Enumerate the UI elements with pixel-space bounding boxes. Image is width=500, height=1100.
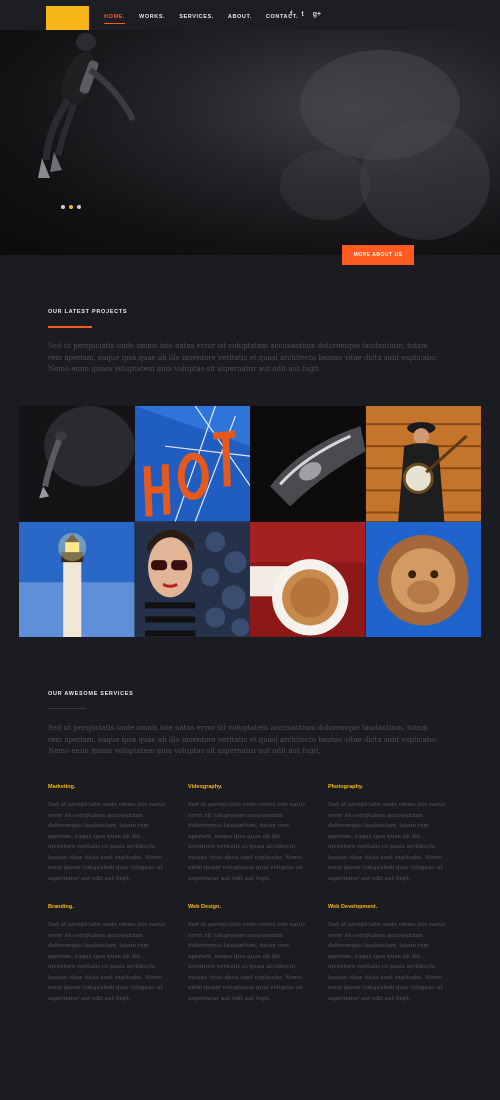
project-tile-hotel-sign[interactable] (134, 406, 250, 522)
service-videography: Videography. Sed ut perspiciatis unde om… (188, 784, 308, 884)
diver-image (38, 33, 136, 178)
google-plus-icon[interactable]: g+ (312, 11, 322, 18)
service-title[interactable]: Branding. (48, 904, 74, 910)
slider-dot[interactable] (77, 205, 81, 209)
service-text: Sed ut perspiciatis unde omnis iste natu… (328, 802, 446, 882)
more-about-us-button[interactable]: MORE ABOUT US (342, 245, 414, 265)
service-title[interactable]: Web Design. (188, 904, 221, 910)
project-tile-coffee[interactable] (250, 521, 366, 637)
project-tile-lion-statue[interactable] (365, 521, 481, 637)
nav-home[interactable]: HOME. (104, 14, 126, 24)
service-text: Sed ut perspiciatis unde omnis iste natu… (48, 922, 166, 1002)
service-title[interactable]: Videography. (188, 784, 223, 790)
projects-intro: Sed ut perspiciatis unde omnis iste natu… (48, 342, 438, 373)
service-photography: Photography. Sed ut perspiciatis unde om… (328, 784, 448, 884)
slider-dots (61, 205, 81, 209)
service-web-design: Web Design. Sed ut perspiciatis unde omn… (188, 904, 308, 1004)
project-tile-lighthouse[interactable] (19, 521, 135, 637)
service-title[interactable]: Marketing. (48, 784, 76, 790)
projects-title: OUR LATEST PROJECTS (48, 309, 128, 315)
project-tile-banjo-player[interactable] (365, 406, 481, 522)
project-tile-diver[interactable] (19, 406, 135, 522)
facebook-icon[interactable]: f (290, 11, 293, 18)
nav-works[interactable]: WORKS. (139, 14, 166, 20)
service-text: Sed ut perspiciatis unde omnis iste natu… (188, 802, 306, 882)
logo[interactable] (46, 6, 89, 30)
twitter-icon[interactable]: t (301, 11, 304, 18)
hero-slider (0, 30, 500, 255)
project-gallery (19, 406, 481, 637)
service-title[interactable]: Photography. (328, 784, 364, 790)
main-nav: HOME. WORKS. SERVICES. ABOUT. CONTACT. (104, 14, 299, 24)
projects-underline (48, 326, 92, 328)
service-text: Sed ut perspiciatis unde omnis iste natu… (328, 922, 446, 1002)
service-branding: Branding. Sed ut perspiciatis unde omnis… (48, 904, 168, 1004)
slider-dot[interactable] (61, 205, 65, 209)
nav-about[interactable]: ABOUT. (227, 14, 252, 20)
service-title[interactable]: Web Development. (328, 904, 378, 910)
services-title: OUR AWESOME SERVICES (48, 691, 134, 697)
project-tile-woman-sunglasses[interactable] (134, 521, 250, 637)
services-underline (48, 708, 86, 709)
service-text: Sed ut perspiciatis unde omnis iste natu… (48, 802, 166, 882)
slider-dot-active[interactable] (69, 205, 73, 209)
service-marketing: Marketing. Sed ut perspiciatis unde omni… (48, 784, 168, 884)
nav-services[interactable]: SERVICES. (179, 14, 214, 20)
project-tile-car[interactable] (250, 406, 366, 522)
service-web-development: Web Development. Sed ut perspiciatis und… (328, 904, 448, 1004)
services-intro: Sed ut perspiciatis unde omnis iste natu… (48, 724, 438, 755)
site-header: HOME. WORKS. SERVICES. ABOUT. CONTACT. f… (0, 0, 500, 30)
social-links: f t g+ (290, 11, 321, 18)
nav-contact[interactable]: CONTACT. (265, 14, 299, 20)
service-text: Sed ut perspiciatis unde omnis iste natu… (188, 922, 306, 1002)
